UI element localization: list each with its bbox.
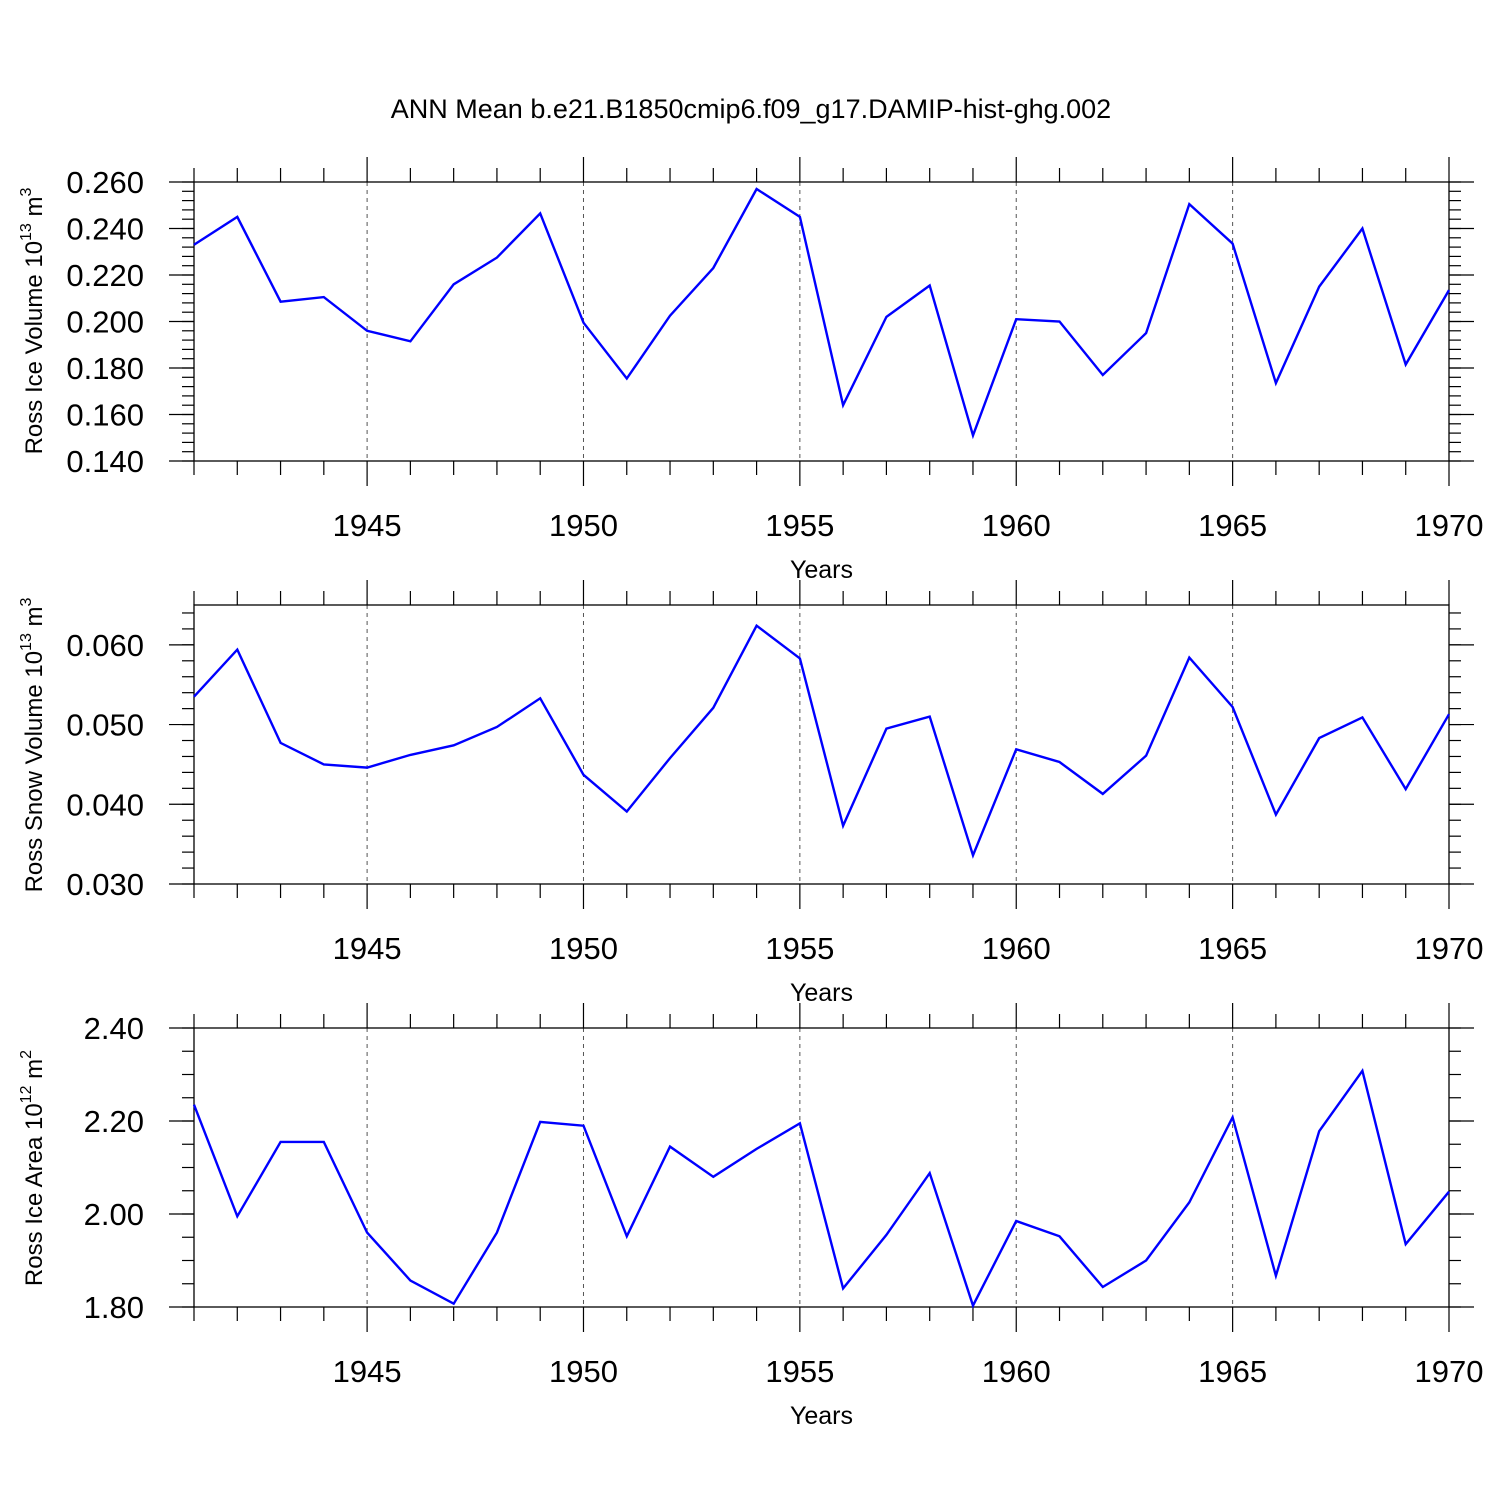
y-axis-label-unit: m (21, 1059, 48, 1086)
y-tick-label: 2.00 (84, 1197, 144, 1232)
y-axis-label-unit-exponent: 3 (18, 187, 35, 196)
figure-title: ANN Mean b.e21.B1850cmip6.f09_g17.DAMIP-… (391, 94, 1111, 124)
x-tick-label: 1965 (1198, 508, 1267, 543)
x-axis-label: Years (790, 1402, 853, 1430)
x-tick-label: 1970 (1415, 1354, 1484, 1389)
y-tick-label: 0.180 (66, 351, 144, 386)
x-tick-label: 1960 (982, 1354, 1051, 1389)
y-tick-label: 2.20 (84, 1104, 144, 1139)
x-tick-label: 1960 (982, 508, 1051, 543)
x-tick-label: 1950 (549, 931, 618, 966)
y-tick-label: 1.80 (84, 1290, 144, 1325)
x-tick-label: 1950 (549, 508, 618, 543)
x-tick-label: 1960 (982, 931, 1051, 966)
y-axis-label: Ross Ice Volume 1013 m3 (18, 187, 48, 454)
y-tick-label: 0.030 (66, 867, 144, 902)
x-tick-label: 1965 (1198, 1354, 1267, 1389)
x-tick-label: 1945 (333, 1354, 402, 1389)
x-tick-label: 1945 (333, 931, 402, 966)
y-tick-label: 0.260 (66, 165, 144, 200)
x-tick-label: 1970 (1415, 931, 1484, 966)
y-axis-label-unit-exponent: 3 (18, 597, 35, 606)
data-line (192, 1067, 1450, 1309)
y-axis-label: Ross Ice Area 1012 m2 (18, 1050, 48, 1286)
x-axis-label: Years (790, 979, 853, 1007)
y-tick-label: 0.200 (66, 305, 144, 340)
x-tick-label: 1955 (765, 508, 834, 543)
y-axis-label-text: Ross Ice Volume 10 (21, 241, 48, 454)
chart-panel-2: 1945 1950 1955 1960 1965 1970 0.030 0.040 0.050 0… (18, 580, 1483, 1007)
y-axis-label-unit: m (21, 606, 48, 633)
x-tick-label: 1945 (333, 508, 402, 543)
y-axis-label-exponent: 12 (18, 1085, 35, 1103)
plot-frame (193, 1027, 1450, 1308)
y-tick-label: 0.240 (66, 212, 144, 247)
y-axis-label-unit: m (21, 196, 48, 223)
y-axis-label-text: Ross Snow Volume 10 (21, 651, 48, 892)
data-line (193, 623, 1451, 859)
y-axis-label-exponent: 13 (18, 223, 35, 241)
x-tick-label: 1955 (765, 931, 834, 966)
x-axis-label: Years (790, 556, 853, 584)
chart-panel-3: 1945 1950 1955 1960 1965 1970 1.80 2.00 2.20 2.40… (18, 1003, 1483, 1430)
y-tick-label: 0.220 (66, 258, 144, 293)
x-tick-label: 1955 (765, 1354, 834, 1389)
x-tick-label: 1965 (1198, 931, 1267, 966)
plot-frame (193, 181, 1450, 462)
x-tick-label: 1970 (1415, 508, 1484, 543)
y-tick-label: 2.40 (84, 1011, 144, 1046)
panels: 1945 1950 1955 1960 1965 1970 0.140 0.160 0.180 0… (18, 157, 1483, 1430)
y-axis-label-unit-exponent: 2 (18, 1050, 35, 1059)
y-tick-label: 0.040 (66, 787, 144, 822)
y-axis-label-exponent: 13 (18, 633, 35, 651)
y-tick-label: 0.050 (66, 708, 144, 743)
chart-panel-1: 1945 1950 1955 1960 1965 1970 0.140 0.160 0.180 0… (18, 157, 1483, 584)
y-axis-label: Ross Snow Volume 1013 m3 (18, 597, 48, 892)
x-tick-label: 1950 (549, 1354, 618, 1389)
y-tick-label: 0.160 (66, 398, 144, 433)
plot-frame (193, 604, 1450, 885)
y-tick-label: 0.140 (66, 444, 144, 479)
data-line (193, 187, 1451, 440)
y-tick-label: 0.060 (66, 628, 144, 663)
y-axis-label-text: Ross Ice Area 10 (21, 1103, 48, 1286)
